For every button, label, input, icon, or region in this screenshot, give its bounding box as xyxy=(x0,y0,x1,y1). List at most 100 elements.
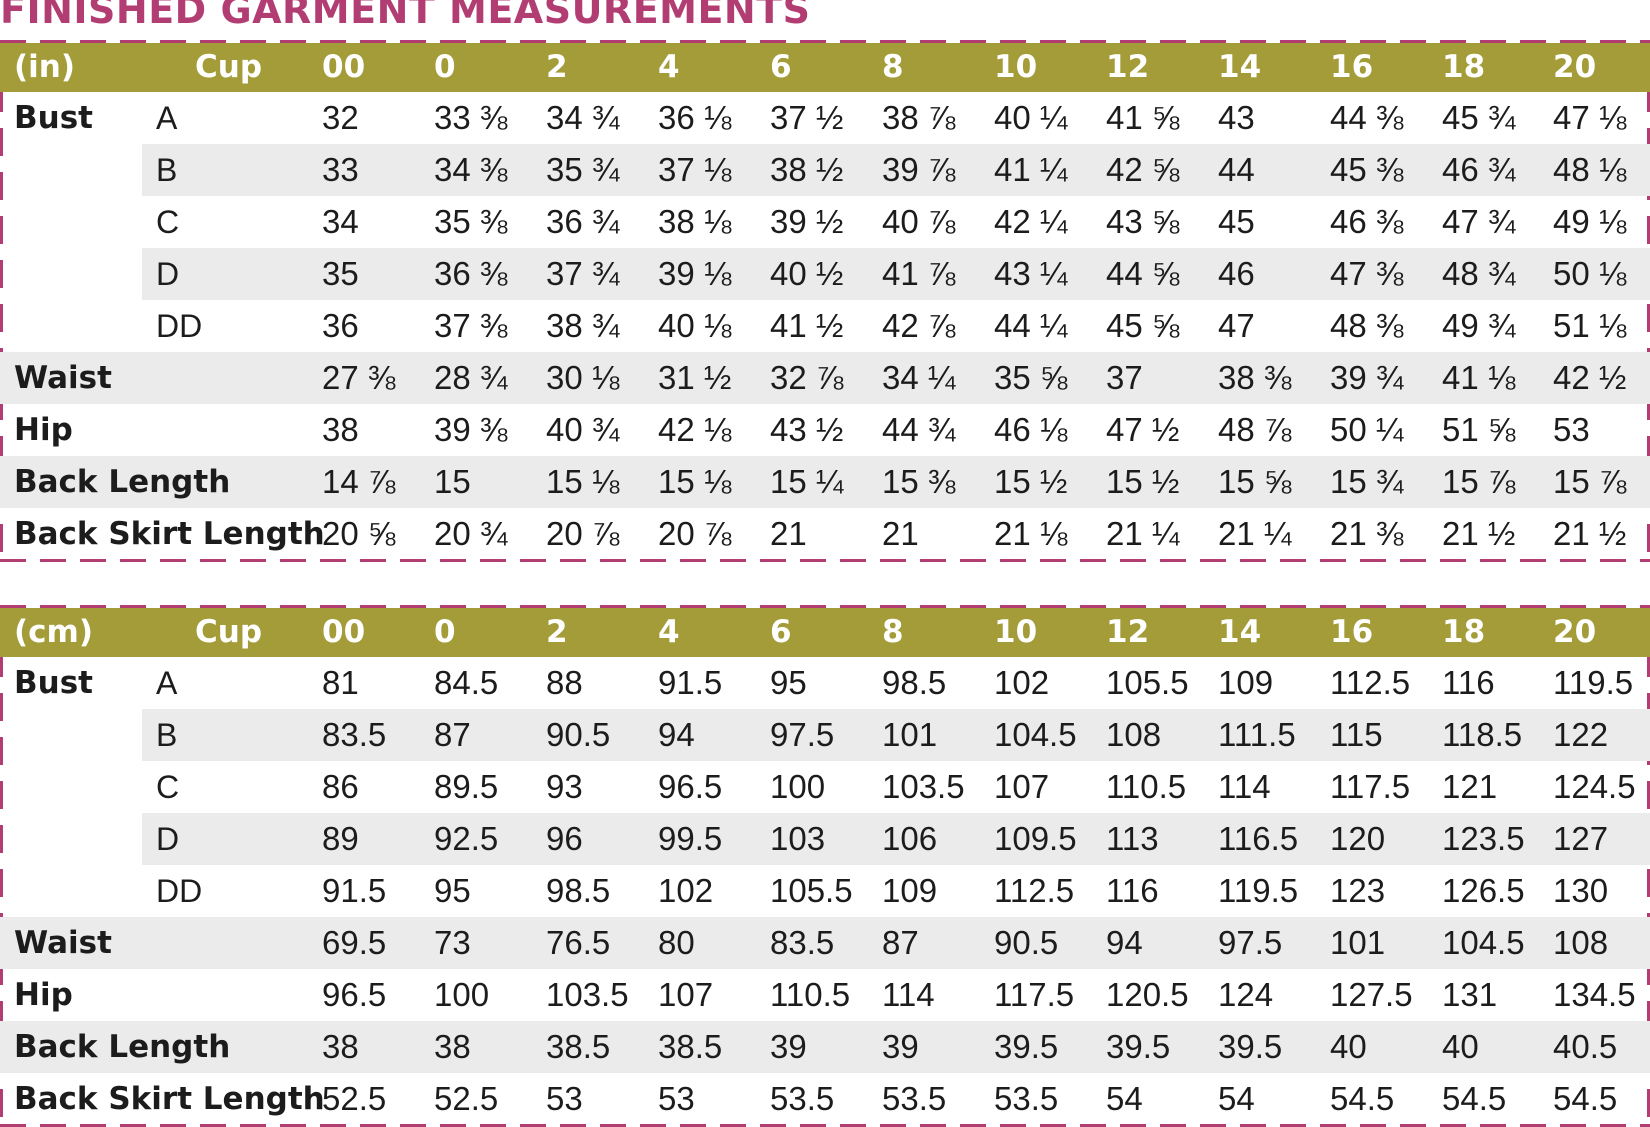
measurement-cell: 101 xyxy=(1330,924,1386,961)
measurement-cell: 110.5 xyxy=(770,976,851,1013)
table-row: Back Length 14 ⅞ 15 15 ⅛ 15 ⅛ 15 ¼ 15 ⅜ 15 ½ 15 … xyxy=(0,456,1650,508)
measurement-cell: 53.5 xyxy=(770,1080,835,1117)
row-label: Bust xyxy=(14,665,93,701)
measurement-cell: 81 xyxy=(322,664,359,701)
size-header: 20 xyxy=(1553,49,1597,85)
measurement-cell: 90.5 xyxy=(546,716,611,753)
measurement-cell: 102 xyxy=(994,664,1050,701)
measurement-cell: 121 xyxy=(1442,768,1498,805)
measurement-cell: 97.5 xyxy=(1218,924,1283,961)
measurement-cell: 127 xyxy=(1553,820,1609,857)
measurement-cell: 40.5 xyxy=(1553,1028,1618,1065)
table-row: Bust A 32 33 ⅜ 34 ¾ 36 ⅛ 37 ½ 38 ⅞ 40 ¼ 41 ⅝ 43 44 … xyxy=(0,92,1650,144)
measurement-cell: 44 ¾ xyxy=(882,411,956,448)
measurement-cell: 69.5 xyxy=(322,924,387,961)
measurement-cell: 15 ½ xyxy=(994,463,1068,500)
size-header: 8 xyxy=(882,49,904,85)
measurement-cell: 97.5 xyxy=(770,716,835,753)
measurement-cell: 54.5 xyxy=(1330,1080,1395,1117)
measurement-cell: 36 xyxy=(322,307,359,344)
measurement-cell: 20 ¾ xyxy=(434,515,508,552)
table-border-bottom xyxy=(0,559,1650,562)
cup-label: D xyxy=(156,821,180,857)
row-label: Waist xyxy=(14,925,112,961)
cup-label: DD xyxy=(156,308,203,344)
measurement-cell: 20 ⅞ xyxy=(546,515,620,552)
measurement-cell: 134.5 xyxy=(1553,976,1636,1013)
row-label: Hip xyxy=(14,977,73,1013)
measurement-cell: 118.5 xyxy=(1442,716,1523,753)
measurement-cell: 95 xyxy=(770,664,807,701)
measurement-cell: 46 ¾ xyxy=(1442,151,1516,188)
measurement-cell: 35 ¾ xyxy=(546,151,620,188)
table-row: DD 91.5 95 98.5 102 105.5 109 112.5 116 119.5 123 1… xyxy=(0,865,1650,917)
measurement-cell: 96.5 xyxy=(658,768,723,805)
measurement-cell: 49 ⅛ xyxy=(1553,203,1627,240)
measurement-cell: 39 ¾ xyxy=(1330,359,1404,396)
measurement-cell: 45 ¾ xyxy=(1442,99,1516,136)
measurement-cell: 15 ⅞ xyxy=(1442,463,1516,500)
measurement-cell: 48 ¾ xyxy=(1442,255,1516,292)
size-header: 4 xyxy=(658,614,680,650)
measurement-cell: 101 xyxy=(882,716,938,753)
measurement-cell: 99.5 xyxy=(658,820,723,857)
measurement-cell: 80 xyxy=(658,924,695,961)
measurement-cell: 47 ⅜ xyxy=(1330,255,1404,292)
size-header: 12 xyxy=(1106,614,1150,650)
measurement-cell: 113 xyxy=(1106,820,1159,857)
measurement-cell: 123 xyxy=(1330,872,1386,909)
measurement-cell: 36 ¾ xyxy=(546,203,620,240)
measurement-cell: 15 ⅞ xyxy=(1553,463,1627,500)
measurement-cell: 38 ⅛ xyxy=(658,203,732,240)
measurement-cell: 44 xyxy=(1218,151,1255,188)
measurement-cell: 92.5 xyxy=(434,820,499,857)
measurement-cell: 127.5 xyxy=(1330,976,1413,1013)
size-header: 8 xyxy=(882,614,904,650)
measurement-cell: 116.5 xyxy=(1218,820,1299,857)
table-inches: (in) Cup 00 0 2 4 6 8 10 12 14 16 18 20 Bust A 32 33 ⅜ 34 … xyxy=(0,40,1650,562)
measurement-cell: 21 xyxy=(882,515,919,552)
measurement-cell: 52.5 xyxy=(434,1080,499,1117)
cup-header: Cup xyxy=(195,614,263,650)
measurement-cell: 44 ⅜ xyxy=(1330,99,1404,136)
measurement-cell: 21 ¼ xyxy=(1218,515,1292,552)
measurement-cell: 34 ⅜ xyxy=(434,151,508,188)
row-label: Bust xyxy=(14,100,93,136)
measurement-cell: 37 ⅛ xyxy=(658,151,732,188)
measurement-cell: 53.5 xyxy=(994,1080,1059,1117)
measurement-cell: 54.5 xyxy=(1442,1080,1507,1117)
table-row: C 34 35 ⅜ 36 ¾ 38 ⅛ 39 ½ 40 ⅞ 42 ¼ 43 ⅝ 45 46 ⅜ 47 … xyxy=(0,196,1650,248)
measurement-cell: 96.5 xyxy=(322,976,387,1013)
row-band xyxy=(0,456,1650,508)
measurement-cell: 31 ½ xyxy=(658,359,732,396)
measurement-cell: 83.5 xyxy=(770,924,835,961)
measurement-cell: 39 ½ xyxy=(770,203,844,240)
measurement-cell: 84.5 xyxy=(434,664,499,701)
measurement-cell: 21 ½ xyxy=(1442,515,1516,552)
measurement-cell: 48 ⅞ xyxy=(1218,411,1292,448)
measurement-cell: 104.5 xyxy=(1442,924,1525,961)
measurement-cell: 40 ¾ xyxy=(546,411,620,448)
measurement-cell: 38 xyxy=(434,1028,471,1065)
table-row: Hip 38 39 ⅜ 40 ¾ 42 ⅛ 43 ½ 44 ¾ 46 ⅛ 47 ½ 48 ⅞ 50 … xyxy=(0,404,1650,456)
measurement-cell: 20 ⅝ xyxy=(322,515,396,552)
measurement-cell: 42 ⅛ xyxy=(658,411,732,448)
measurement-cell: 40 ½ xyxy=(770,255,844,292)
size-header: 10 xyxy=(994,614,1038,650)
measurement-cell: 120 xyxy=(1330,820,1386,857)
row-label: Back Skirt Length xyxy=(14,1081,325,1117)
measurement-cell: 42 ¼ xyxy=(994,203,1068,240)
measurement-cell: 130 xyxy=(1553,872,1609,909)
measurement-cell: 122 xyxy=(1553,716,1609,753)
size-header: 0 xyxy=(434,49,456,85)
size-header: 14 xyxy=(1218,49,1262,85)
measurement-cell: 119.5 xyxy=(1218,872,1299,909)
measurement-cell: 91.5 xyxy=(322,872,387,909)
measurement-cell: 36 ⅜ xyxy=(434,255,508,292)
measurement-cell: 109 xyxy=(882,872,938,909)
measurement-cell: 105.5 xyxy=(770,872,853,909)
measurement-cell: 43 xyxy=(1218,99,1255,136)
measurement-cell: 50 ⅛ xyxy=(1553,255,1627,292)
measurement-cell: 15 ½ xyxy=(1106,463,1180,500)
measurement-cell: 46 ⅛ xyxy=(994,411,1068,448)
